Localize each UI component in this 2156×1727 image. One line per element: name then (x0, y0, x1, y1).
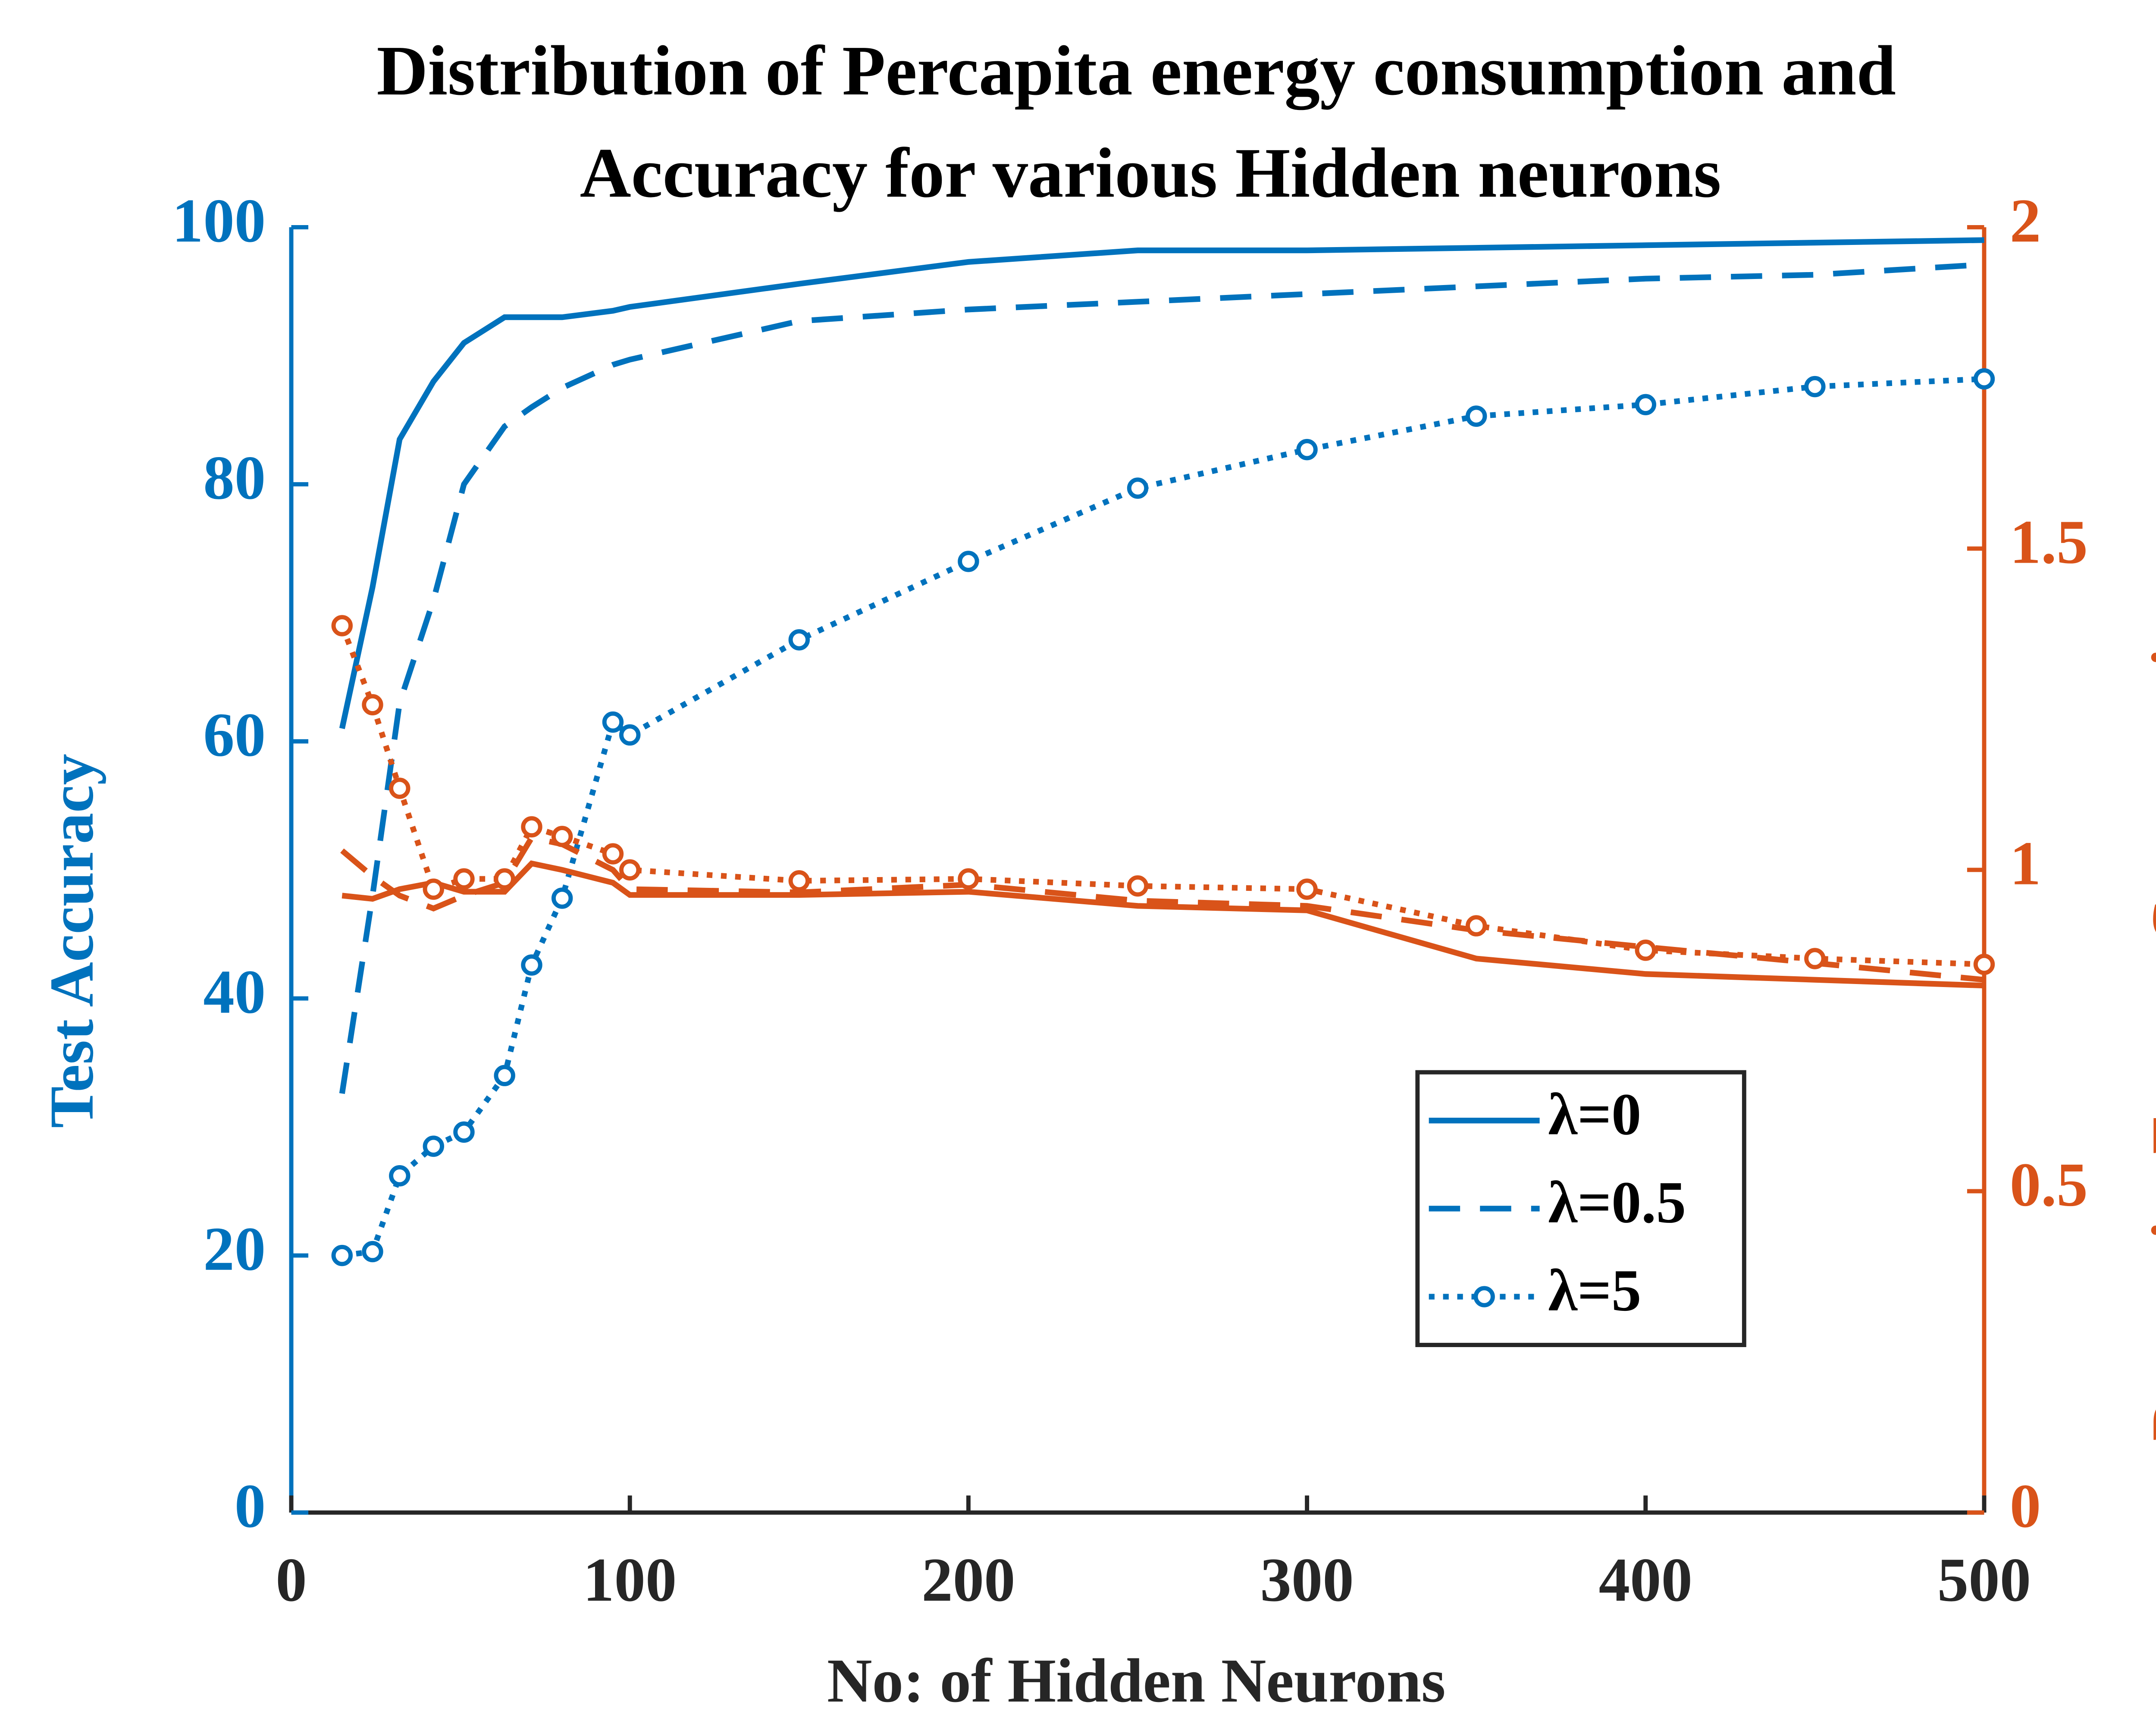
data-marker (958, 868, 979, 890)
data-marker (331, 1244, 353, 1266)
y-tick-label: 60 (203, 701, 266, 770)
y-tick-label: 0 (235, 1472, 266, 1541)
data-marker (1973, 953, 1995, 975)
data-marker (1973, 368, 1995, 390)
data-marker (331, 615, 353, 636)
data-marker (958, 551, 979, 572)
data-marker (619, 859, 641, 881)
data-marker (494, 868, 515, 890)
data-marker (1127, 875, 1149, 897)
data-line (342, 860, 1984, 989)
data-marker (453, 1121, 475, 1143)
data-marker (1804, 376, 1826, 398)
legend-label: λ=0 (1548, 1081, 1641, 1147)
x-tick-label: 300 (1260, 1545, 1354, 1614)
y2-tick-label: 0 (2010, 1472, 2041, 1541)
data-marker (551, 826, 573, 847)
chart-title: Distribution of Percapita energy consump… (376, 31, 1896, 110)
legend: λ=0 λ=0.5 λ=5 (1415, 1070, 1746, 1347)
legend-label: λ=0.5 (1548, 1169, 1686, 1235)
data-marker (389, 1165, 411, 1187)
data-marker (551, 887, 573, 909)
data-marker (453, 868, 475, 890)
x-axis-label: No: of Hidden Neurons (827, 1646, 1445, 1715)
x-tick-label: 0 (276, 1545, 307, 1614)
data-marker (362, 1241, 383, 1263)
y-tick-label: 80 (203, 443, 266, 512)
data-marker (619, 724, 641, 746)
y2-tick-label: 0.5 (2010, 1150, 2088, 1219)
y-axis-label: Test Accuracy (38, 754, 107, 1128)
data-marker (1635, 939, 1656, 961)
data-marker (1296, 439, 1318, 461)
y2-tick-label: 1.5 (2010, 508, 2088, 577)
data-line (339, 237, 1984, 729)
data-marker (389, 777, 411, 799)
data-marker (788, 629, 810, 651)
y2-tick-label: 1 (2010, 829, 2041, 898)
chart-title: Accuracy for various Hidden neurons (580, 133, 1721, 212)
data-marker (1465, 405, 1487, 427)
x-tick-label: 100 (583, 1545, 677, 1614)
data-marker (494, 1065, 515, 1086)
y-tick-label: 100 (172, 186, 266, 255)
data-marker (1635, 394, 1656, 416)
data-marker (1127, 477, 1149, 499)
data-line (339, 624, 1984, 967)
data-marker (602, 843, 624, 865)
data-line (339, 261, 1984, 1094)
y2-axis-label: Per capita Energy Consumption (2139, 583, 2156, 1441)
x-tick-label: 400 (1599, 1545, 1692, 1614)
legend-label: λ=5 (1548, 1257, 1641, 1323)
data-marker (1296, 878, 1318, 900)
data-marker (521, 954, 542, 976)
data-marker (1804, 948, 1826, 969)
data-marker (1465, 915, 1487, 937)
data-marker (362, 694, 383, 716)
data-marker (602, 711, 624, 733)
data-marker (423, 1135, 444, 1157)
legend-marker (1473, 1286, 1495, 1307)
y-tick-label: 20 (203, 1215, 266, 1284)
data-line (340, 834, 1985, 983)
data-marker (423, 878, 444, 900)
x-tick-label: 500 (1937, 1545, 2031, 1614)
x-tick-label: 200 (921, 1545, 1015, 1614)
data-marker (521, 816, 542, 838)
y-tick-label: 40 (203, 958, 266, 1027)
data-marker (788, 870, 810, 892)
y2-tick-label: 2 (2010, 186, 2041, 255)
